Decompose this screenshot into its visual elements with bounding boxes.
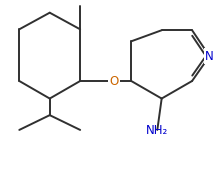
Text: NH₂: NH₂: [146, 124, 168, 137]
Text: O: O: [109, 75, 118, 87]
Text: N: N: [205, 50, 214, 62]
